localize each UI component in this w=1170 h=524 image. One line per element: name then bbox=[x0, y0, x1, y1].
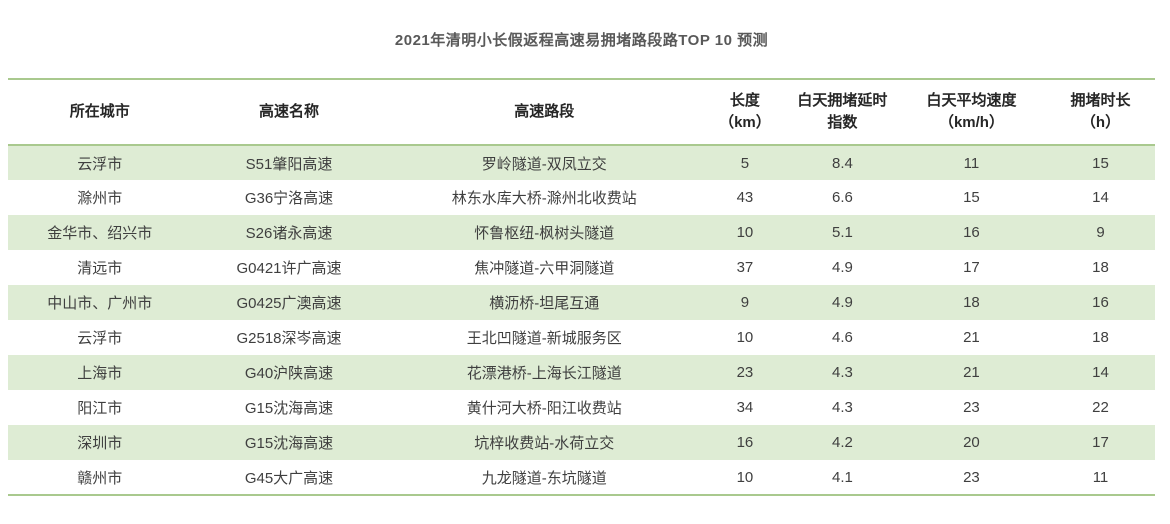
cell-duration-h: 18 bbox=[1092, 329, 1109, 346]
cell-city: 阳江市 bbox=[77, 400, 123, 417]
cell-duration-h: 14 bbox=[1092, 189, 1109, 206]
cell-highway-name: G15沈海高速 bbox=[244, 400, 334, 417]
cell-length-km: 10 bbox=[736, 224, 754, 241]
cell-duration-h: 18 bbox=[1092, 259, 1109, 276]
cell-avg-speed: 21 bbox=[963, 329, 980, 346]
cell-section: 黄什河大桥-阳江收费站 bbox=[466, 400, 622, 417]
cell-delay-index: 6.6 bbox=[831, 189, 853, 206]
cell-avg-speed: 18 bbox=[963, 294, 980, 311]
cell-city: 云浮市 bbox=[77, 330, 123, 347]
cell-duration-h: 9 bbox=[1096, 224, 1105, 241]
cell-highway-name: S26诸永高速 bbox=[245, 225, 333, 242]
table-row: 上海市 G40沪陕高速 花漂港桥-上海长江隧道 23 4.3 21 14 bbox=[8, 355, 1155, 390]
cell-length-km: 10 bbox=[736, 468, 754, 486]
cell-highway-name: G0421许广高速 bbox=[236, 260, 342, 277]
cell-avg-speed: 21 bbox=[963, 364, 980, 381]
cell-section: 王北凹隧道-新城服务区 bbox=[466, 330, 622, 347]
cell-avg-speed: 23 bbox=[963, 399, 980, 416]
cell-highway-name: G36宁洛高速 bbox=[244, 190, 334, 207]
cell-section: 罗岭隧道-双凤立交 bbox=[481, 155, 607, 173]
cell-avg-speed: 11 bbox=[963, 154, 980, 172]
cell-length-km: 9 bbox=[740, 294, 750, 311]
cell-delay-index: 4.3 bbox=[831, 364, 853, 381]
cell-section: 林东水库大桥-滁州北收费站 bbox=[451, 190, 637, 207]
cell-duration-h: 15 bbox=[1092, 154, 1109, 172]
cell-duration-h: 17 bbox=[1092, 434, 1109, 451]
cell-city: 滁州市 bbox=[77, 190, 123, 207]
table-row: 清远市 G0421许广高速 焦冲隧道-六甲洞隧道 37 4.9 17 18 bbox=[8, 250, 1155, 285]
column-header-length-km: 长度 （km） bbox=[719, 92, 771, 131]
cell-section: 花漂港桥-上海长江隧道 bbox=[466, 365, 622, 382]
cell-city: 清远市 bbox=[77, 260, 123, 277]
cell-duration-h: 11 bbox=[1092, 468, 1109, 486]
cell-delay-index: 5.1 bbox=[831, 224, 853, 241]
cell-delay-index: 4.3 bbox=[831, 399, 853, 416]
table-row: 深圳市 G15沈海高速 坑梓收费站-水荷立交 16 4.2 20 17 bbox=[8, 425, 1155, 460]
page-title: 2021年清明小长假返程高速易拥堵路段路TOP 10 预测 bbox=[394, 31, 769, 49]
column-header-city: 所在城市 bbox=[69, 103, 130, 121]
cell-section: 焦冲隧道-六甲洞隧道 bbox=[474, 260, 615, 277]
table-row: 赣州市 G45大广高速 九龙隧道-东坑隧道 10 4.1 23 11 bbox=[8, 460, 1155, 495]
cell-avg-speed: 17 bbox=[963, 259, 980, 276]
congestion-table: 所在城市 高速名称 高速路段 长度 （km） 白天拥堵延时 指数 白天平均速度 … bbox=[8, 78, 1155, 496]
cell-duration-h: 14 bbox=[1092, 364, 1109, 381]
column-header-delay-index: 白天拥堵延时 指数 bbox=[797, 92, 888, 131]
cell-section: 坑梓收费站-水荷立交 bbox=[474, 435, 615, 452]
cell-length-km: 16 bbox=[736, 434, 754, 451]
cell-duration-h: 22 bbox=[1092, 399, 1109, 416]
column-header-avg-speed: 白天平均速度 （km/h） bbox=[926, 92, 1017, 131]
cell-highway-name: G0425广澳高速 bbox=[236, 295, 342, 312]
table-row: 阳江市 G15沈海高速 黄什河大桥-阳江收费站 34 4.3 23 22 bbox=[8, 390, 1155, 425]
cell-length-km: 34 bbox=[736, 399, 754, 416]
cell-section: 怀鲁枢纽-枫树头隧道 bbox=[474, 225, 615, 242]
cell-avg-speed: 23 bbox=[963, 468, 980, 486]
cell-section: 横沥桥-坦尾互通 bbox=[489, 295, 600, 312]
table-row: 云浮市 S51肇阳高速 罗岭隧道-双凤立交 5 8.4 11 15 bbox=[8, 145, 1155, 180]
table-row: 金华市、绍兴市 S26诸永高速 怀鲁枢纽-枫树头隧道 10 5.1 16 9 bbox=[8, 215, 1155, 250]
cell-delay-index: 4.9 bbox=[831, 294, 853, 311]
cell-length-km: 43 bbox=[736, 189, 754, 206]
table-header-row: 所在城市 高速名称 高速路段 长度 （km） 白天拥堵延时 指数 白天平均速度 … bbox=[8, 79, 1155, 145]
cell-highway-name: S51肇阳高速 bbox=[245, 155, 333, 173]
cell-delay-index: 8.4 bbox=[831, 154, 853, 172]
cell-length-km: 10 bbox=[736, 329, 754, 346]
table-row: 云浮市 G2518深岑高速 王北凹隧道-新城服务区 10 4.6 21 18 bbox=[8, 320, 1155, 355]
cell-city: 赣州市 bbox=[77, 469, 123, 487]
column-header-section: 高速路段 bbox=[514, 103, 575, 121]
cell-delay-index: 4.1 bbox=[831, 468, 853, 486]
cell-highway-name: G40沪陕高速 bbox=[244, 365, 334, 382]
cell-city: 上海市 bbox=[77, 365, 123, 382]
cell-delay-index: 4.9 bbox=[831, 259, 853, 276]
cell-length-km: 37 bbox=[736, 259, 754, 276]
cell-city: 云浮市 bbox=[77, 155, 123, 173]
cell-delay-index: 4.2 bbox=[831, 434, 853, 451]
cell-section: 九龙隧道-东坑隧道 bbox=[481, 469, 607, 487]
cell-avg-speed: 15 bbox=[963, 189, 980, 206]
cell-highway-name: G15沈海高速 bbox=[244, 435, 334, 452]
cell-duration-h: 16 bbox=[1092, 294, 1109, 311]
column-header-duration-h: 拥堵时长 （h） bbox=[1070, 92, 1131, 131]
cell-highway-name: G2518深岑高速 bbox=[236, 330, 342, 347]
table-row: 中山市、广州市 G0425广澳高速 横沥桥-坦尾互通 9 4.9 18 16 bbox=[8, 285, 1155, 320]
cell-city: 金华市、绍兴市 bbox=[47, 225, 153, 242]
cell-avg-speed: 20 bbox=[963, 434, 980, 451]
cell-delay-index: 4.6 bbox=[831, 329, 853, 346]
cell-avg-speed: 16 bbox=[963, 224, 980, 241]
congestion-table-container: 所在城市 高速名称 高速路段 长度 （km） 白天拥堵延时 指数 白天平均速度 … bbox=[8, 78, 1155, 496]
column-header-highway-name: 高速名称 bbox=[259, 103, 320, 121]
cell-city: 深圳市 bbox=[77, 435, 123, 452]
cell-highway-name: G45大广高速 bbox=[244, 469, 334, 487]
cell-length-km: 5 bbox=[740, 154, 750, 172]
cell-city: 中山市、广州市 bbox=[47, 295, 153, 312]
cell-length-km: 23 bbox=[736, 364, 754, 381]
table-row: 滁州市 G36宁洛高速 林东水库大桥-滁州北收费站 43 6.6 15 14 bbox=[8, 180, 1155, 215]
